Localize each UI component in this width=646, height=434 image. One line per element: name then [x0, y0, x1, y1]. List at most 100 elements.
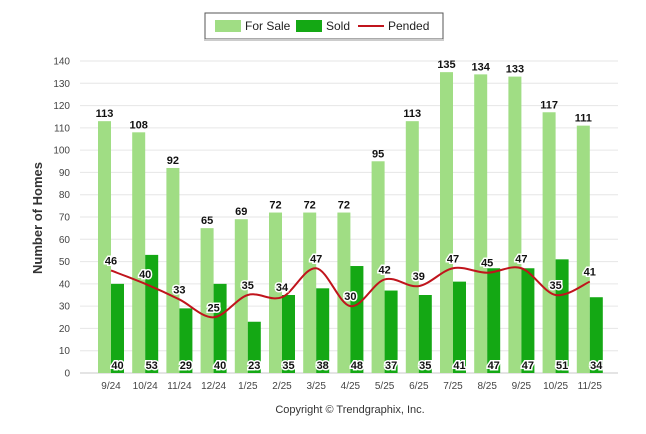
label-pended: 34	[276, 282, 289, 294]
label-pended: 42	[378, 264, 390, 276]
bar-sold	[247, 321, 261, 373]
label-for-sale: 117	[540, 99, 558, 111]
x-tick-label: 8/25	[477, 381, 497, 392]
x-tick-label: 3/25	[306, 381, 326, 392]
label-pended: 47	[310, 253, 322, 265]
bar-sold	[350, 266, 364, 373]
data-labels: 113 40 108 53 92 29 65 40 69 23 72 35 72 38 72 48 95 37 11…	[96, 59, 605, 373]
y-tick-label: 40	[59, 279, 71, 290]
x-tick-label: 5/25	[375, 381, 395, 392]
bar-sold	[316, 288, 330, 373]
bar-for-sale	[269, 212, 282, 373]
bar-sold	[487, 268, 501, 373]
label-for-sale: 108	[130, 119, 148, 131]
bars	[98, 72, 603, 374]
y-tick-label: 70	[59, 213, 71, 224]
legend-box	[204, 12, 444, 40]
label-pended: 41	[584, 267, 596, 279]
y-tick-label: 130	[53, 79, 70, 90]
x-tick-label: 1/25	[238, 381, 258, 392]
bar-for-sale	[98, 121, 111, 374]
label-for-sale: 113	[403, 108, 421, 120]
y-tick-label: 50	[59, 257, 71, 268]
y-tick-label: 120	[53, 101, 70, 112]
bar-sold	[111, 283, 124, 373]
bar-for-sale	[405, 121, 419, 374]
y-tick-label: 30	[59, 302, 71, 313]
x-tick-label: 4/25	[341, 381, 361, 392]
bar-for-sale	[337, 212, 351, 373]
x-tick-label: 2/25	[272, 381, 292, 392]
y-axis-ticks: 0 10 20 30 40 50 60 70 80 90 100 110 120 130 140	[53, 57, 70, 380]
label-sold: 40	[111, 360, 123, 372]
label-sold: 53	[146, 360, 158, 372]
label-sold: 34	[590, 360, 603, 372]
label-sold: 51	[556, 360, 568, 372]
y-tick-label: 0	[64, 369, 70, 380]
bar-for-sale	[508, 76, 522, 373]
label-sold: 35	[419, 360, 431, 372]
bar-for-sale	[576, 125, 590, 373]
bar-sold	[179, 308, 193, 373]
x-tick-label: 10/25	[543, 381, 568, 392]
label-pended: 33	[173, 284, 185, 296]
bar-for-sale	[474, 74, 488, 373]
legend-label-sold: Sold	[326, 19, 350, 33]
bar-sold	[589, 297, 603, 373]
label-sold: 48	[351, 360, 363, 372]
bar-sold	[453, 281, 466, 373]
bar-for-sale	[303, 212, 317, 373]
legend-shadow	[204, 39, 444, 41]
label-pended: 39	[413, 271, 425, 283]
legend-label-pended: Pended	[388, 19, 429, 33]
label-for-sale: 134	[472, 61, 491, 73]
label-pended: 35	[549, 280, 561, 292]
label-for-sale: 72	[269, 200, 281, 212]
x-axis-ticks: 9/24 10/24 11/24 12/24 1/25 2/25 3/25 4/25 5/25 6…	[101, 381, 602, 392]
pended-line	[110, 266, 591, 319]
y-tick-label: 20	[59, 324, 71, 335]
label-sold: 47	[522, 360, 534, 372]
bar-sold	[555, 259, 569, 373]
label-pended: 35	[242, 280, 254, 292]
label-sold: 41	[453, 360, 465, 372]
bar-for-sale	[542, 112, 556, 373]
label-sold: 35	[282, 360, 294, 372]
bar-for-sale	[166, 167, 180, 373]
label-pended: 40	[139, 269, 151, 281]
y-tick-label: 110	[54, 123, 70, 134]
bar-for-sale	[132, 132, 146, 373]
label-for-sale: 92	[167, 155, 179, 167]
x-tick-label: 10/24	[133, 381, 158, 392]
copyright-text: Copyright © Trendgraphix, Inc.	[275, 404, 424, 416]
label-for-sale: 113	[96, 108, 114, 120]
y-tick-label: 10	[59, 346, 71, 357]
label-for-sale: 111	[575, 113, 592, 125]
label-sold: 47	[488, 360, 500, 372]
y-tick-label: 80	[59, 190, 71, 201]
legend: For Sale Sold Pended	[204, 12, 444, 41]
x-tick-label: 9/25	[512, 381, 532, 392]
bar-for-sale	[371, 161, 385, 373]
bar-for-sale	[234, 219, 248, 373]
label-sold: 40	[214, 360, 226, 372]
label-for-sale: 95	[372, 148, 384, 160]
y-tick-label: 100	[53, 146, 70, 157]
y-axis-title: Number of Homes	[30, 162, 45, 274]
label-for-sale: 72	[338, 200, 350, 212]
bar-sold	[282, 295, 295, 373]
x-tick-label: 11/24	[167, 381, 192, 392]
bar-for-sale	[200, 228, 214, 373]
bar-sold	[521, 268, 535, 373]
label-for-sale: 69	[235, 206, 247, 218]
label-sold: 37	[385, 360, 397, 372]
y-tick-label: 60	[59, 235, 71, 246]
label-pended: 47	[515, 253, 527, 265]
label-for-sale: 135	[437, 59, 455, 71]
y-tick-label: 90	[59, 168, 71, 179]
x-tick-label: 11/25	[578, 381, 603, 392]
label-for-sale: 72	[304, 200, 316, 212]
label-sold: 29	[180, 360, 192, 372]
x-tick-label: 9/24	[101, 381, 121, 392]
